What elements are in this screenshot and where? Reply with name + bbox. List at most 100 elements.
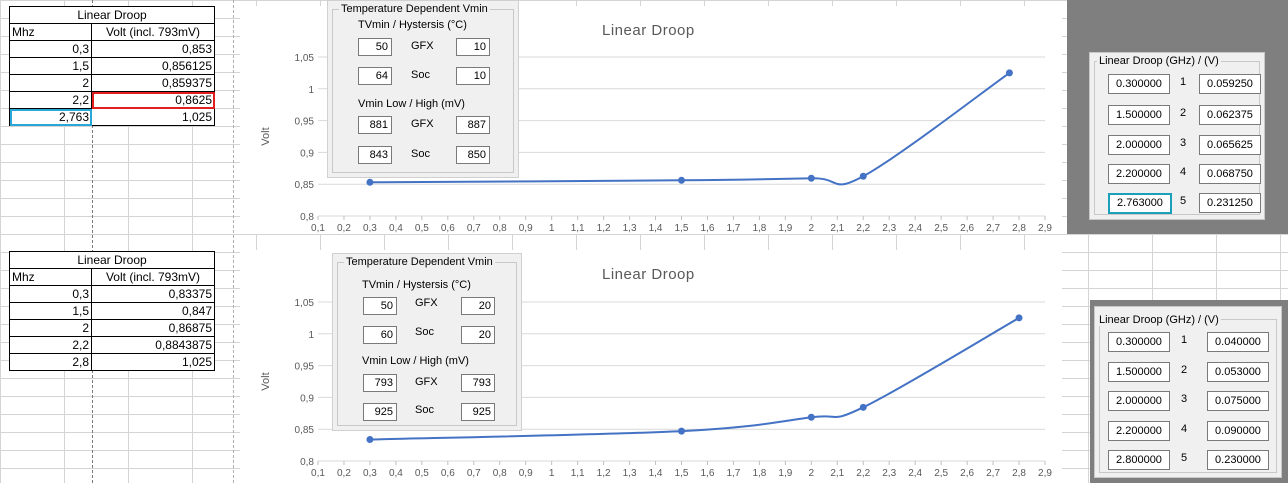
droop-freq-input[interactable]: 2.000000 [1108,391,1170,411]
cell-volt[interactable]: 0,83375 [91,285,215,303]
x-tick-label: 2,8 [1012,468,1026,479]
droop-freq-input[interactable]: 1.500000 [1108,105,1170,125]
vmin-low-soc-input[interactable]: 925 [363,403,397,421]
temp-legend: Temperature Dependent Vmin [346,256,493,268]
cell-mhz-selected[interactable]: 2,763 [9,108,92,126]
droop-volt-input[interactable]: 0.068750 [1199,164,1261,184]
soc-label: Soc [415,404,434,416]
cell-mhz[interactable]: 2 [9,74,92,92]
cell-volt[interactable]: 0,8843875 [91,336,215,354]
data-point [859,403,867,411]
tvmin-gfx-input[interactable]: 50 [363,297,397,315]
hyst-gfx-input[interactable]: 20 [461,297,495,315]
cell-mhz[interactable]: 1,5 [9,302,92,320]
droop-volt-input[interactable]: 0.231250 [1199,193,1261,213]
cell-mhz[interactable]: 2,2 [9,336,92,354]
header-mhz[interactable]: Mhz [9,23,92,41]
droop-volt-input[interactable]: 0.040000 [1207,332,1269,352]
tvmin-gfx-input[interactable]: 50 [358,38,392,56]
droop-volt-input[interactable]: 0.230000 [1207,450,1269,470]
header-volt[interactable]: Volt (incl. 793mV) [91,268,215,286]
cell-mhz[interactable]: 2,8 [9,353,92,371]
cell-volt[interactable]: 0,859375 [91,74,215,92]
cell-volt[interactable]: 0,86875 [91,319,215,337]
droop-index: 5 [1181,452,1188,464]
x-tick-label: 1 [549,223,555,234]
hyst-gfx-input[interactable]: 10 [456,38,490,56]
header-mhz[interactable]: Mhz [9,268,92,286]
tvmin-soc-input[interactable]: 64 [358,67,392,85]
y-tick-label: 0,9 [300,148,314,159]
droop-volt-input[interactable]: 0.090000 [1207,421,1269,441]
y-axis-label: Volt [260,372,272,390]
x-tick-label: 1,4 [649,468,663,479]
hyst-soc-input[interactable]: 10 [456,67,490,85]
vmin-high-soc-input[interactable]: 925 [461,403,495,421]
x-tick-label: 0,5 [415,223,429,234]
cell-mhz[interactable]: 0,3 [9,285,92,303]
droop-freq-input[interactable]: 0.300000 [1108,74,1170,94]
y-tick-label: 0,8 [300,212,314,223]
droop-volt-input[interactable]: 0.053000 [1207,362,1269,382]
x-tick-label: 1,6 [701,468,715,479]
header-volt[interactable]: Volt (incl. 793mV) [91,23,215,41]
temp-dialog-top: Temperature Dependent Vmin TVmin / Hyste… [327,0,519,178]
x-tick-label: 0,6 [441,223,455,234]
cell-volt[interactable]: 1,025 [91,108,215,126]
x-tick-label: 2,3 [882,223,896,234]
vmin-low-gfx-input[interactable]: 793 [363,374,397,392]
table-title[interactable]: Linear Droop [9,6,215,24]
droop-freq-input[interactable]: 2.200000 [1108,164,1170,184]
x-tick-label: 0,4 [389,223,403,234]
vmin-low-gfx-input[interactable]: 881 [358,116,392,134]
page-break-line [92,0,93,483]
droop-freq-input[interactable]: 1.500000 [1108,362,1170,382]
tvmin-soc-input[interactable]: 60 [363,326,397,344]
cell-mhz[interactable]: 2,2 [9,91,92,109]
cell-volt[interactable]: 0,847 [91,302,215,320]
droop-index: 3 [1180,137,1187,149]
chart-svg: 0,8 0,85 0,9 0,95 1 1,05 0,1 0,2 0,3 0,4 0,5 0,6 0,7… [260,53,1052,234]
droop-volt-input[interactable]: 0.062375 [1199,105,1261,125]
x-tick-label: 1,9 [778,223,792,234]
x-tick-label: 2,2 [856,468,870,479]
droop-freq-input[interactable]: 2.800000 [1108,450,1170,470]
droop-freq-input[interactable]: 0.300000 [1108,332,1170,352]
vmin-high-soc-input[interactable]: 850 [456,146,490,164]
cell-volt[interactable]: 1,025 [91,353,215,371]
x-tick-label: 1,2 [597,468,611,479]
y-tick-label: 0,8 [300,457,314,468]
vmin-high-gfx-input[interactable]: 793 [461,374,495,392]
table-title[interactable]: Linear Droop [9,251,215,269]
x-tick-label: 2,5 [934,468,948,479]
temp-legend: Temperature Dependent Vmin [341,3,488,15]
droop-table-bottom: Linear Droop Mhz Volt (incl. 793mV) 0,3 0… [9,251,215,371]
droop-freq-input[interactable]: 2.000000 [1108,135,1170,155]
x-tick-label: 1,8 [752,223,766,234]
vmin-high-gfx-input[interactable]: 887 [456,116,490,134]
droop-volt-input[interactable]: 0.075000 [1207,391,1269,411]
x-tick-label: 2,6 [960,223,974,234]
cell-volt[interactable]: 0,853 [91,40,215,58]
x-tick-label: 0,2 [337,223,351,234]
vmin-low-soc-input[interactable]: 843 [358,146,392,164]
cell-volt-selected[interactable]: 0,8625 [91,91,215,109]
x-tick-label: 1,8 [752,468,766,479]
x-tick-label: 2,7 [986,468,1000,479]
y-tick-label: 0,95 [295,117,315,128]
cell-volt[interactable]: 0,856125 [91,57,215,75]
soc-label: Soc [411,69,430,81]
droop-index: 1 [1181,334,1188,346]
droop-freq-input[interactable]: 2.200000 [1108,421,1170,441]
data-point [366,436,374,444]
x-tick-label: 2,4 [908,468,922,479]
hyst-soc-input[interactable]: 20 [461,326,495,344]
x-tick-label: 1,2 [597,223,611,234]
droop-freq-input-selected[interactable]: 2.763000 [1108,193,1172,214]
cell-mhz[interactable]: 0,3 [9,40,92,58]
data-point [1005,69,1013,77]
droop-volt-input[interactable]: 0.059250 [1199,74,1261,94]
cell-mhz[interactable]: 1,5 [9,57,92,75]
droop-volt-input[interactable]: 0.065625 [1199,135,1261,155]
cell-mhz[interactable]: 2 [9,319,92,337]
